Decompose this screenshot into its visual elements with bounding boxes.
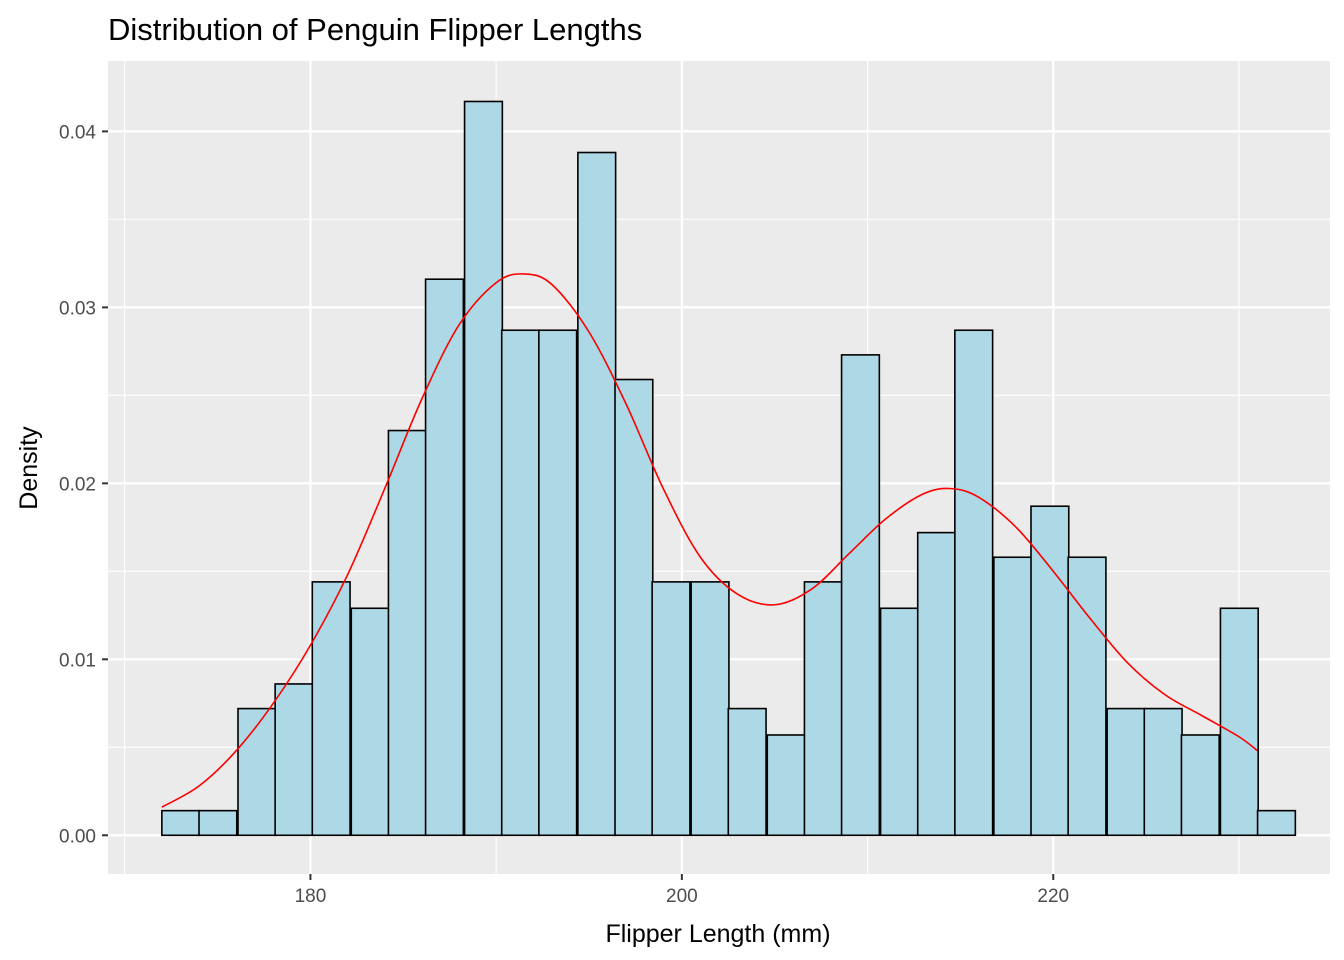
- histogram-bar: [463, 100, 504, 837]
- y-tick-label: 0.01: [59, 650, 96, 671]
- histogram-bar: [993, 556, 1033, 837]
- y-axis: 0.00 0.01 0.02 0.03 0.04: [59, 122, 108, 847]
- x-axis-title: Flipper Length (mm): [605, 920, 830, 948]
- histogram-bar: [387, 429, 428, 837]
- histogram-bar: [916, 531, 957, 837]
- histogram-bar: [1067, 556, 1107, 837]
- y-tick-label: 0.04: [59, 122, 96, 143]
- histogram-bar: [614, 378, 654, 837]
- histogram-bar: [651, 581, 691, 837]
- histogram-bar: [1219, 607, 1260, 837]
- histogram-bar: [161, 809, 201, 837]
- histogram-bar: [879, 607, 920, 837]
- histogram-bar: [311, 581, 351, 837]
- chart-title: Distribution of Penguin Flipper Lengths: [108, 12, 642, 47]
- histogram-bar: [237, 707, 277, 837]
- histogram-bar: [577, 151, 617, 837]
- x-tick-label: 200: [666, 886, 698, 907]
- histogram-bar: [1106, 707, 1146, 837]
- histogram-bar: [1143, 707, 1183, 837]
- histogram-bar: [500, 329, 541, 837]
- histogram-bar: [727, 707, 767, 837]
- histogram-bar: [274, 683, 314, 837]
- histogram-bar: [1180, 734, 1221, 837]
- histogram-bar: [1256, 809, 1297, 837]
- x-tick-label: 220: [1037, 886, 1069, 907]
- histogram-bar: [766, 734, 806, 837]
- histogram-bar: [198, 809, 238, 837]
- histogram-bars: [161, 100, 1297, 837]
- histogram-bar: [690, 581, 730, 837]
- histogram-bar: [803, 581, 844, 837]
- y-tick-label: 0.00: [59, 826, 96, 847]
- histogram-bar: [424, 278, 465, 837]
- y-axis-title: Density: [15, 426, 43, 510]
- y-tick-label: 0.02: [59, 474, 96, 495]
- histogram-bar: [954, 329, 994, 837]
- density-curve: [161, 273, 1259, 808]
- y-tick-label: 0.03: [59, 298, 96, 319]
- x-axis: 180 200 220: [295, 874, 1069, 907]
- histogram-bar: [350, 607, 390, 837]
- x-tick-label: 180: [295, 886, 327, 907]
- histogram-bar: [840, 354, 881, 837]
- histogram-bar: [1030, 505, 1070, 837]
- histogram-bar: [538, 329, 578, 837]
